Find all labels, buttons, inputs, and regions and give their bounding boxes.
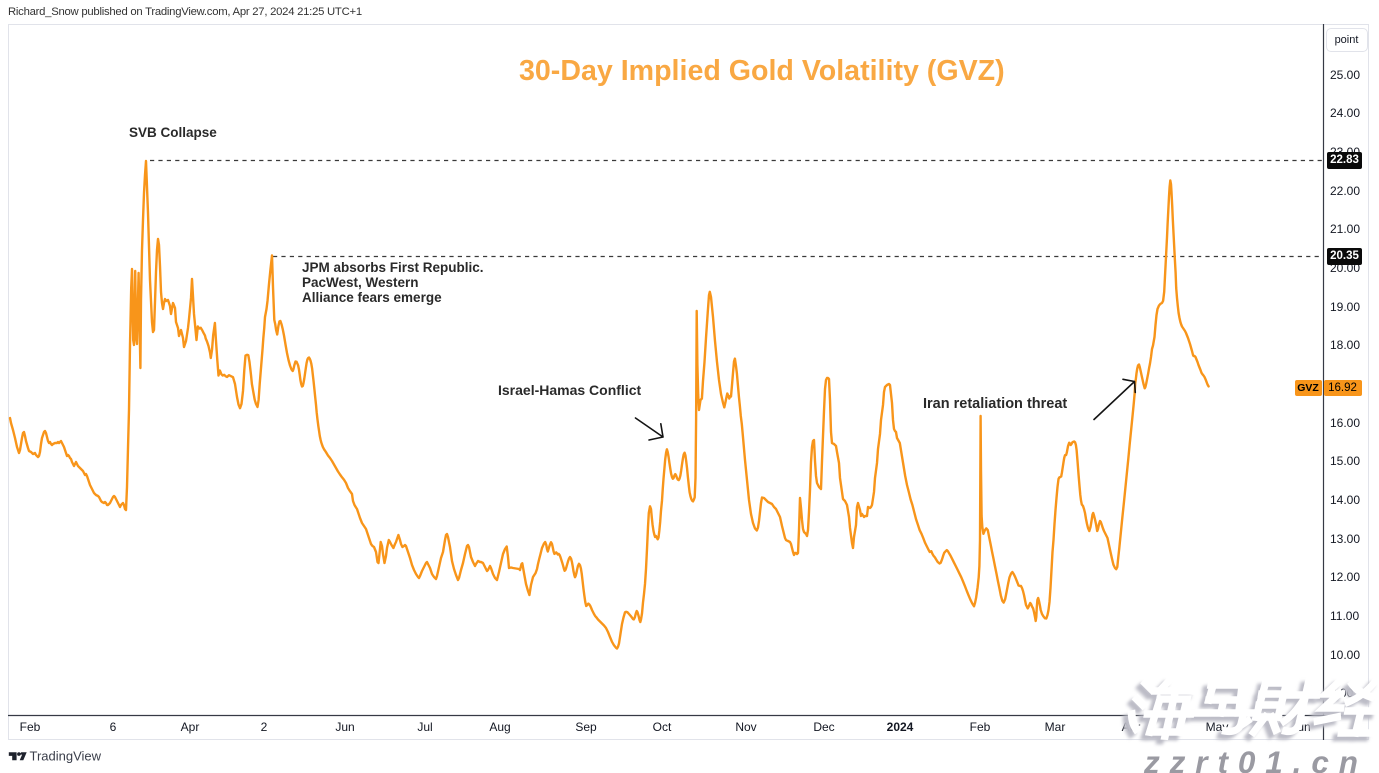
svg-text:TradingView: TradingView: [30, 750, 102, 764]
